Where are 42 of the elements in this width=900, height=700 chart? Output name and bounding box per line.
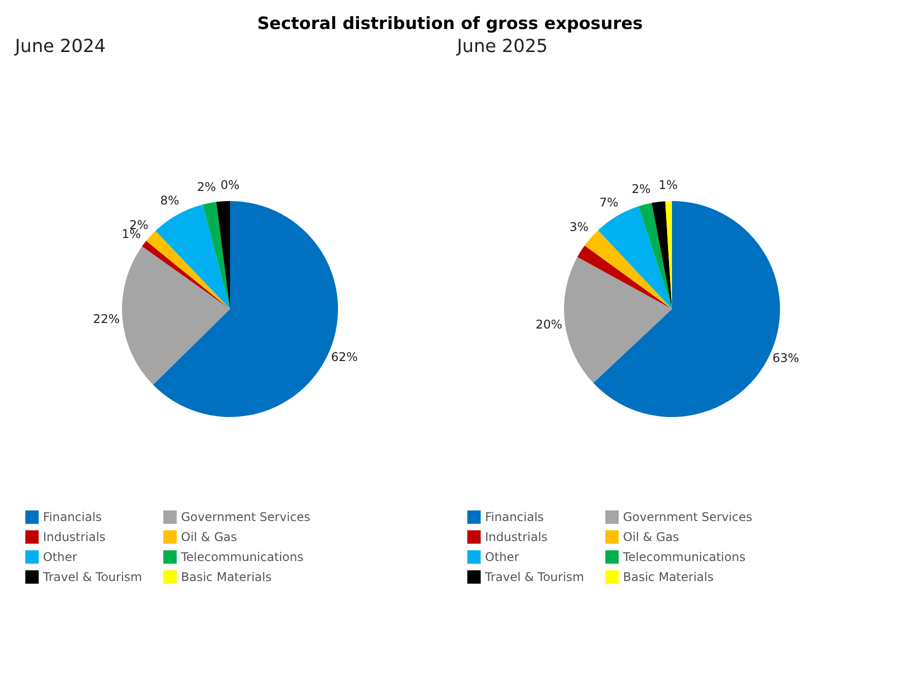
legend-label: Basic Materials	[181, 570, 272, 584]
pie-slice	[652, 201, 672, 309]
pie-slice	[564, 256, 672, 383]
text: Sectoral distribution of gross exposures	[257, 14, 643, 34]
pie-slice	[584, 230, 672, 309]
legend-label: Financials	[485, 510, 544, 524]
chart-subtitle: June 2025	[456, 36, 548, 57]
legend-label: Other	[485, 550, 520, 564]
data-label: 8%	[160, 194, 180, 208]
pie-slice	[146, 230, 230, 309]
legend-label: Telecommunications	[622, 550, 746, 564]
pie-slice	[142, 240, 230, 309]
legend-label: Travel & Tourism	[42, 570, 142, 584]
legend-label: Financials	[43, 510, 102, 524]
data-label: 20%	[536, 318, 562, 332]
pie-slice	[638, 202, 672, 309]
data-label: 7%	[599, 195, 618, 210]
legend-label: Industrials	[43, 530, 106, 544]
legend-label: Government Services	[623, 510, 752, 524]
pie-slice	[202, 202, 230, 309]
text: 0%	[220, 178, 240, 192]
legend-label: Industrials	[485, 530, 548, 544]
legend-label: Oil & Gas	[181, 530, 238, 544]
pie-slice	[122, 246, 230, 385]
legend-label: Government Services	[181, 510, 310, 524]
legend-label: Oil & Gas	[623, 530, 680, 544]
data-label: 2%	[197, 180, 216, 194]
legend-label: Travel & Tourism	[484, 570, 584, 584]
legend-label: Other	[43, 550, 78, 564]
data-label: 63%	[772, 351, 800, 366]
data-label: 3%	[569, 220, 589, 234]
chart-subtitle: June 2024	[14, 36, 106, 57]
data-label: 2%	[632, 182, 651, 196]
pie-slice	[216, 201, 230, 309]
pie-slice	[155, 204, 230, 309]
legend-label: Telecommunications	[180, 550, 304, 564]
data-label: 62%	[331, 350, 358, 364]
data-label: 22%	[93, 312, 120, 326]
data-label: 1%	[658, 178, 678, 192]
legend-label: Basic Materials	[623, 570, 714, 584]
pie-slice	[598, 206, 672, 309]
pie-slice	[577, 246, 672, 309]
